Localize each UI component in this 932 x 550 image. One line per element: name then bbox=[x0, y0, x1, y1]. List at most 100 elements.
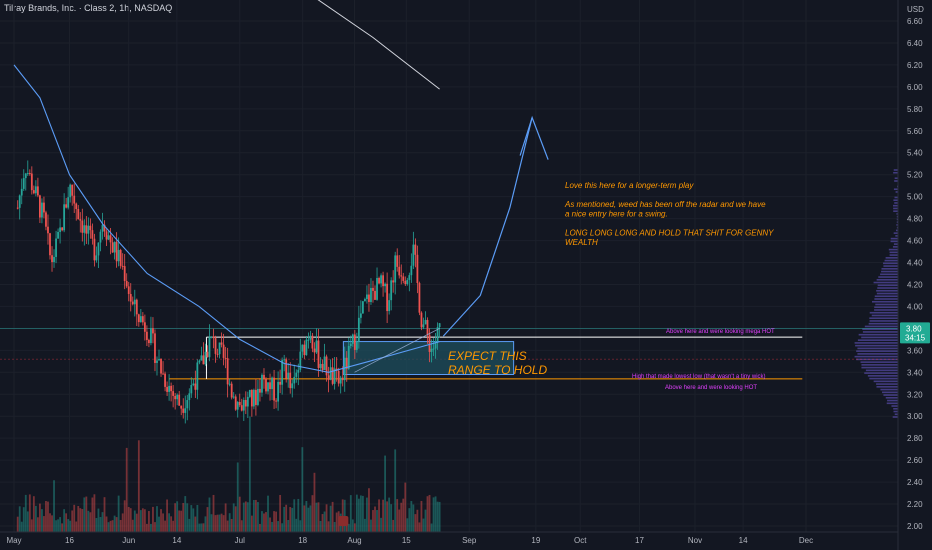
profile-bar bbox=[889, 254, 898, 256]
profile-bar bbox=[861, 336, 898, 339]
volume-bar bbox=[156, 506, 158, 532]
profile-bar bbox=[881, 268, 898, 270]
candle-body bbox=[32, 190, 35, 194]
volume-bar bbox=[355, 494, 358, 532]
volume-bar bbox=[53, 480, 55, 532]
volume-bar bbox=[216, 514, 219, 532]
candle-body bbox=[252, 389, 255, 407]
volume-bar bbox=[347, 523, 350, 532]
volume-bar bbox=[321, 514, 324, 532]
candle-body bbox=[143, 322, 146, 332]
candle-body bbox=[89, 225, 92, 231]
volume-bar bbox=[291, 507, 294, 532]
volume-bar bbox=[279, 494, 282, 532]
volume-bar bbox=[109, 520, 112, 532]
candle-body bbox=[43, 202, 45, 213]
candle-body bbox=[162, 373, 164, 375]
range-box[interactable] bbox=[342, 341, 515, 375]
chart-title: Tilray Brands, Inc. · Class 2, 1h, NASDA… bbox=[4, 3, 173, 13]
volume-bar bbox=[240, 520, 243, 532]
volume-bar bbox=[73, 504, 76, 532]
volume-bar bbox=[345, 523, 348, 532]
volume-bar bbox=[418, 522, 421, 532]
profile-bar bbox=[869, 311, 898, 314]
candle-body bbox=[182, 408, 185, 413]
candle-body bbox=[400, 275, 403, 277]
candle-body bbox=[230, 383, 233, 398]
volume-bar bbox=[402, 498, 405, 532]
y-tick-label: 5.20 bbox=[907, 171, 923, 180]
candle-body bbox=[416, 254, 419, 284]
volume-bar bbox=[335, 512, 338, 532]
candle-body bbox=[291, 383, 294, 389]
candle-body bbox=[79, 219, 82, 221]
candle-body bbox=[65, 204, 68, 208]
candle-body bbox=[396, 255, 399, 267]
volume-bar bbox=[436, 501, 439, 532]
x-tick-label: Dec bbox=[799, 536, 813, 545]
profile-bar bbox=[869, 317, 898, 320]
candle-body bbox=[380, 275, 382, 284]
candle-body bbox=[16, 207, 19, 209]
volume-bar bbox=[428, 494, 431, 532]
candle-body bbox=[178, 394, 181, 406]
trend-line bbox=[354, 328, 440, 373]
candle-body bbox=[390, 280, 393, 301]
candle-body bbox=[174, 395, 177, 400]
grid bbox=[0, 0, 898, 532]
volume-bar bbox=[329, 505, 332, 532]
candle-body bbox=[257, 388, 259, 405]
candle-body bbox=[125, 280, 128, 287]
volume-bar bbox=[131, 519, 134, 532]
profile-bar bbox=[873, 281, 898, 284]
profile-bar bbox=[864, 372, 898, 374]
candle-body bbox=[364, 299, 366, 302]
candle-body bbox=[303, 344, 306, 356]
volume-bar bbox=[162, 513, 164, 532]
candle-body bbox=[91, 230, 94, 239]
volume-bar bbox=[117, 495, 120, 532]
candle-body bbox=[188, 393, 191, 401]
volume-bar bbox=[180, 510, 183, 532]
candle-body bbox=[45, 212, 47, 227]
candle-body bbox=[184, 408, 187, 413]
candle-body bbox=[164, 373, 166, 387]
candle-body bbox=[63, 204, 66, 231]
volume-bar bbox=[261, 511, 263, 532]
candle-body bbox=[170, 385, 173, 392]
candle-body bbox=[109, 235, 112, 243]
candle-body bbox=[139, 316, 142, 323]
y-tick-label: 4.80 bbox=[907, 215, 923, 224]
volume-profile bbox=[854, 166, 898, 418]
volume-bar bbox=[212, 494, 215, 532]
x-axis-bg bbox=[0, 532, 932, 550]
candle-body bbox=[95, 255, 98, 261]
candle-body bbox=[410, 265, 413, 276]
volume-bar bbox=[89, 512, 92, 532]
volume-bar bbox=[129, 508, 132, 532]
volume-bar bbox=[81, 509, 84, 532]
volume-bar bbox=[119, 519, 122, 532]
volume-bar bbox=[22, 507, 25, 532]
candle-body bbox=[406, 279, 409, 285]
annotation-line: a nice entry here for a swing. bbox=[565, 210, 668, 219]
candle-body bbox=[434, 341, 437, 349]
profile-bar bbox=[893, 199, 898, 201]
candle-body bbox=[51, 255, 53, 263]
volume-bar bbox=[85, 496, 88, 532]
profile-bar bbox=[882, 391, 898, 394]
profile-bar bbox=[883, 394, 898, 396]
volume-bar bbox=[137, 440, 140, 532]
volume-bar bbox=[186, 503, 189, 532]
volume-bar bbox=[370, 519, 372, 532]
profile-bar bbox=[895, 229, 898, 232]
profile-bar bbox=[857, 347, 898, 350]
profile-bar bbox=[880, 388, 898, 391]
candle-body bbox=[204, 351, 207, 365]
profile-bar bbox=[877, 287, 898, 289]
candle-body bbox=[250, 389, 253, 407]
candle-body bbox=[180, 405, 183, 409]
profile-bar bbox=[895, 191, 898, 193]
